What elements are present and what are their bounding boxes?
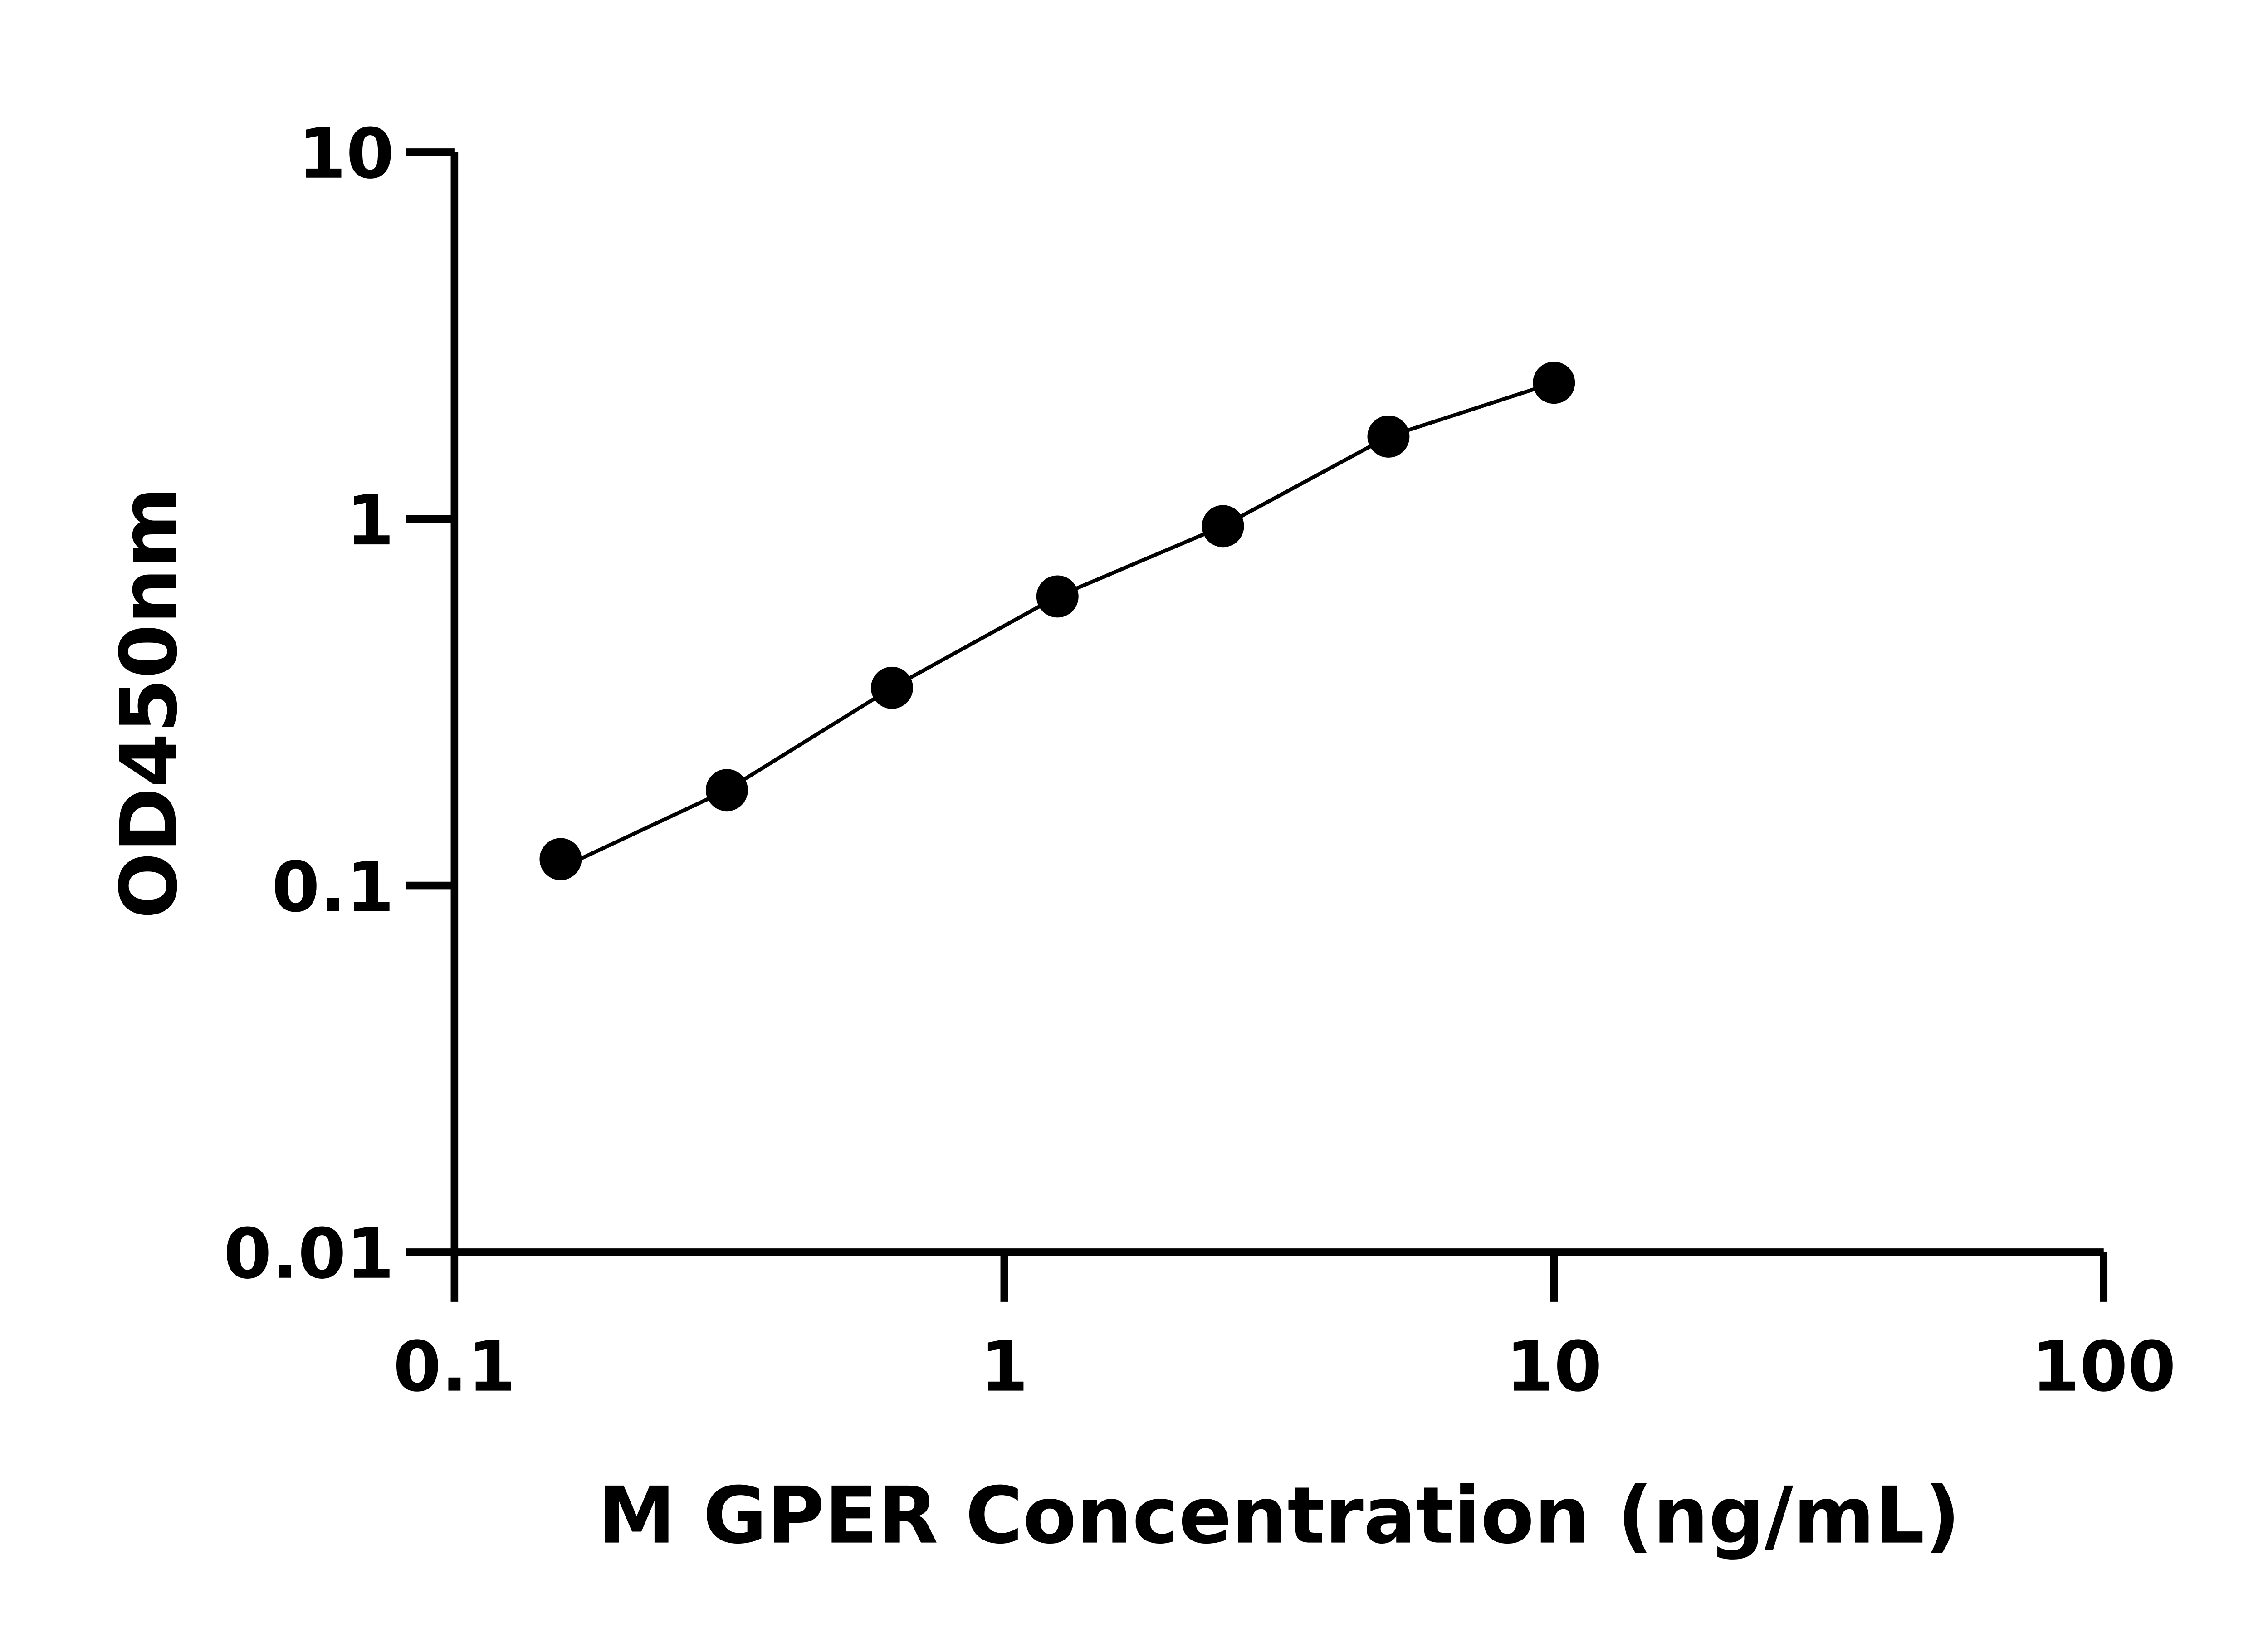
x-tick-label: 0.1: [393, 1326, 516, 1407]
x-tick-label: 100: [2031, 1326, 2176, 1407]
x-tick-label: 1: [980, 1326, 1028, 1407]
y-axis-label: OD450nm: [103, 487, 195, 919]
y-tick-label: 0.1: [272, 846, 394, 927]
x-tick-label: 10: [1506, 1326, 1602, 1407]
data-point: [539, 838, 582, 880]
data-point: [1036, 575, 1079, 618]
data-point: [1202, 505, 1244, 548]
y-tick-label: 0.01: [224, 1213, 395, 1294]
y-tick-label: 10: [298, 113, 394, 194]
axes: [450, 152, 2104, 1256]
y-tick-label: 1: [346, 480, 394, 561]
data-points: [539, 362, 1575, 880]
x-axis-label: M GPER Concentration (ng/mL): [598, 1470, 1960, 1561]
ticks: 0.01 0.1 1 10 0.1 1 10 100: [224, 113, 2176, 1407]
data-point: [870, 666, 913, 709]
data-point: [1367, 415, 1410, 458]
data-point: [1533, 362, 1575, 404]
data-point: [705, 769, 748, 812]
